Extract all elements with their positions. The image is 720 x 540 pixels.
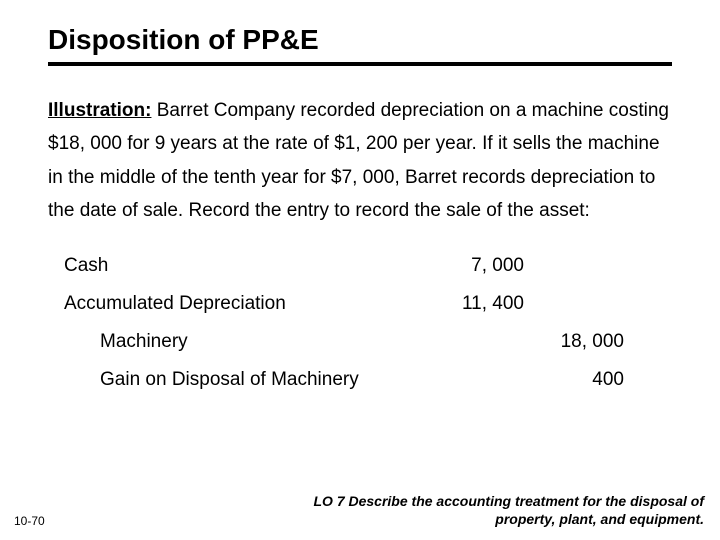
slide-footer: 10-70 LO 7 Describe the accounting treat… (0, 492, 720, 528)
journal-entry: Cash 7, 000 Accumulated Depreciation 11,… (64, 247, 672, 399)
title-divider (48, 62, 672, 66)
page-number: 10-70 (14, 514, 45, 528)
journal-credit: 18, 000 (524, 323, 624, 361)
journal-row: Accumulated Depreciation 11, 400 (64, 285, 672, 323)
learning-objective: LO 7 Describe the accounting treatment f… (284, 492, 704, 528)
journal-row: Cash 7, 000 (64, 247, 672, 285)
journal-debit: 7, 000 (424, 247, 524, 285)
slide-title: Disposition of PP&E (48, 24, 672, 56)
journal-row: Machinery 18, 000 (64, 323, 672, 361)
journal-account: Gain on Disposal of Machinery (64, 361, 424, 399)
slide-container: Disposition of PP&E Illustration: Barret… (0, 0, 720, 540)
journal-account: Cash (64, 247, 424, 285)
journal-credit: 400 (524, 361, 624, 399)
journal-debit: 11, 400 (424, 285, 524, 323)
illustration-label: Illustration: (48, 100, 151, 121)
journal-account: Machinery (64, 323, 424, 361)
journal-row: Gain on Disposal of Machinery 400 (64, 361, 672, 399)
journal-account: Accumulated Depreciation (64, 285, 424, 323)
illustration-text: Illustration: Barret Company recorded de… (48, 94, 672, 227)
